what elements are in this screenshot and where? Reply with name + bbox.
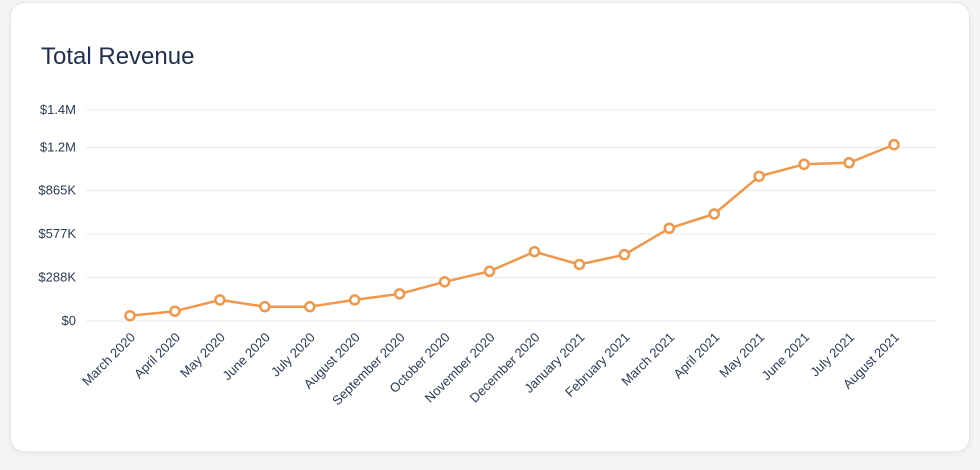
chart-title: Total Revenue bbox=[41, 43, 195, 70]
y-tick-label: $288K bbox=[38, 270, 76, 285]
data-point bbox=[708, 208, 720, 220]
x-tick-label: April 2020 bbox=[131, 330, 183, 382]
data-point bbox=[438, 276, 451, 288]
data-point bbox=[753, 170, 765, 183]
grid-lines bbox=[86, 109, 936, 322]
x-tick-label: March 2020 bbox=[79, 330, 138, 389]
series-line bbox=[129, 143, 895, 317]
revenue-card: Total Revenue bbox=[10, 2, 970, 452]
data-point bbox=[214, 294, 226, 306]
y-tick-label: $865K bbox=[38, 183, 76, 198]
data-point bbox=[124, 309, 136, 322]
data-point bbox=[528, 245, 541, 258]
y-tick-label: $1.2M bbox=[40, 140, 76, 155]
y-tick-label: $577K bbox=[38, 226, 76, 241]
y-tick-label: $1.4M bbox=[40, 102, 76, 117]
data-point bbox=[843, 157, 855, 169]
data-point bbox=[259, 300, 271, 313]
data-point bbox=[348, 294, 361, 306]
data-point bbox=[618, 248, 631, 261]
data-point bbox=[573, 258, 586, 271]
data-point bbox=[798, 158, 810, 171]
data-point bbox=[483, 265, 496, 278]
x-tick-label: June 2020 bbox=[219, 330, 273, 384]
series-revenue bbox=[124, 138, 900, 322]
x-tick-label: June 2021 bbox=[759, 330, 813, 384]
data-point bbox=[888, 138, 900, 151]
x-tick-label: April 2021 bbox=[670, 330, 722, 382]
data-point bbox=[169, 305, 181, 317]
y-axis-ticks: $0 $288K $577K $865K $1.2M $1.4M bbox=[38, 102, 76, 328]
y-tick-label: $0 bbox=[62, 313, 76, 328]
data-point bbox=[393, 288, 406, 300]
data-point bbox=[304, 300, 316, 313]
data-point bbox=[663, 222, 676, 235]
